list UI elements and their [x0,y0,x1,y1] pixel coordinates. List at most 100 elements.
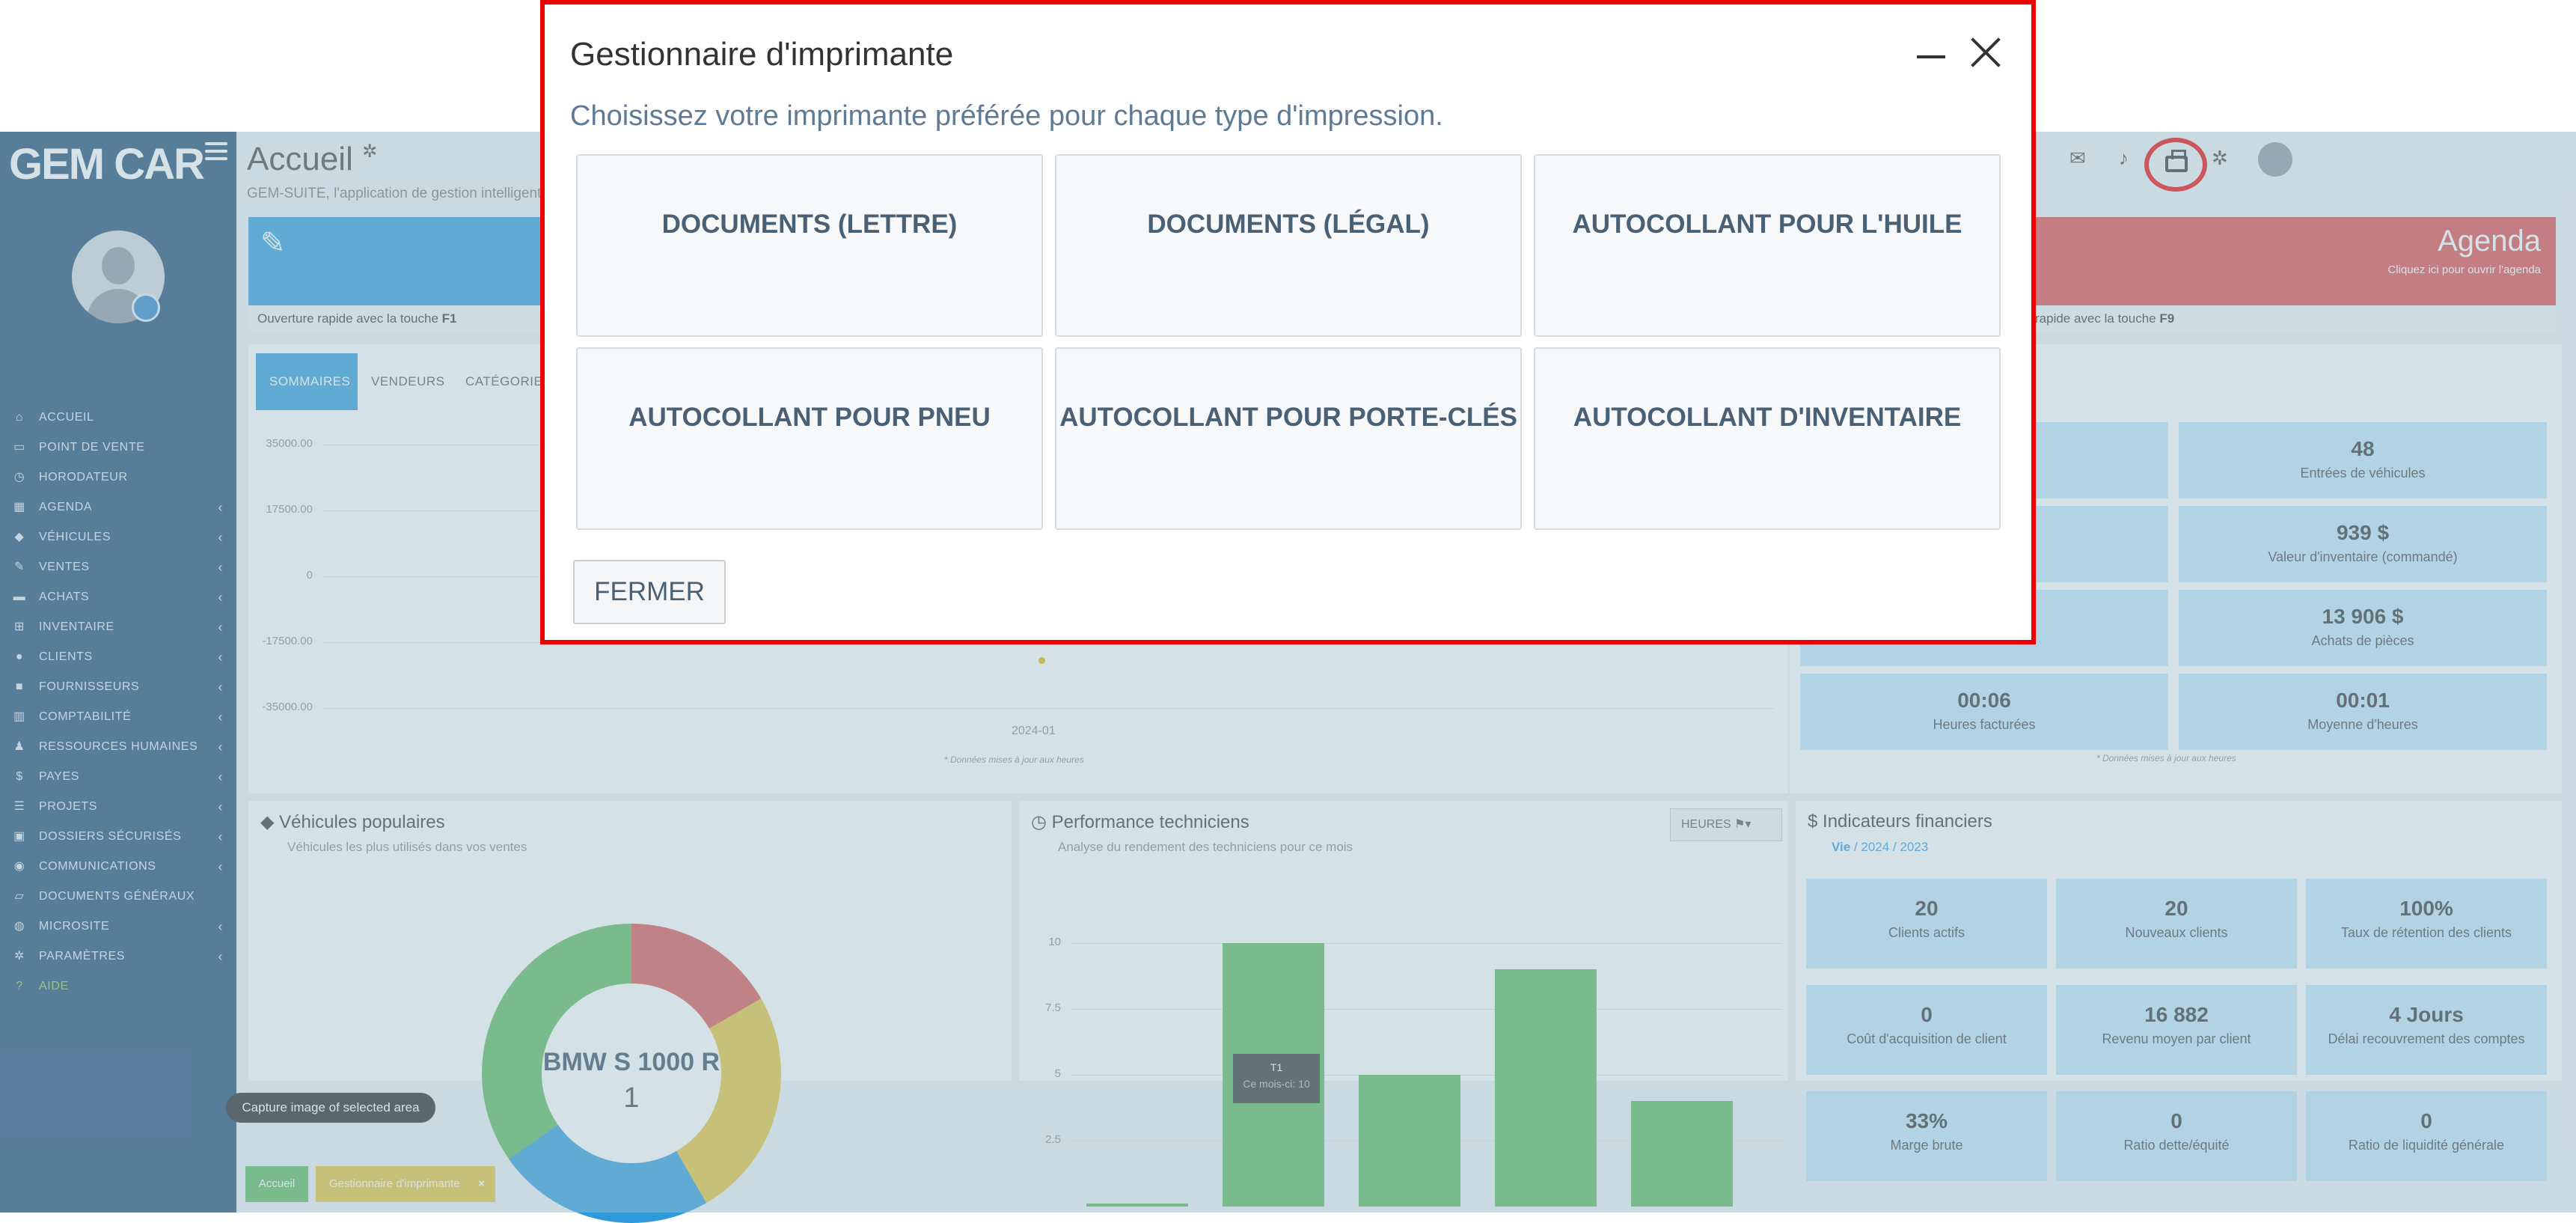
bell-icon[interactable]: ♪ [2119,147,2129,169]
sidebar-item-communications[interactable]: ◉ COMMUNICATIONS ‹ [0,852,236,882]
y-tick-label: 2.5 [1045,1133,1061,1146]
footer-tab-accueil[interactable]: Accueil [245,1166,308,1202]
vehicles-donut-chart[interactable] [482,924,781,1223]
stat-value: 48 [2351,437,2375,460]
sidebar-item-aide[interactable]: ? AIDE [0,972,236,1001]
sidebar-item-label: VENTES [39,561,90,573]
close-icon[interactable] [1971,37,2001,67]
printer-tire-sticker-button[interactable]: AUTOCOLLANT POUR PNEU [576,347,1043,530]
chevron-left-icon: ‹ [218,680,223,695]
sidebar-item-clients[interactable]: ● CLIENTS ‹ [0,642,236,672]
stat-label: Valeur d'inventaire (commandé) [2268,549,2458,564]
kpi-value: 4 Jours [2389,1003,2464,1026]
sidebar-item-label: PARAMÈTRES [39,950,126,963]
kpi-label: Clients actifs [1888,925,1965,940]
printer-keychain-sticker-button[interactable]: AUTOCOLLANT POUR PORTE-CLÉS [1055,347,1522,530]
sidebar-item-label: CLIENTS [39,650,93,663]
sidebar-item-label: HORODATEUR [39,471,128,484]
technician-bar[interactable] [1495,969,1597,1207]
chevron-left-icon: ‹ [218,739,223,754]
comments-icon: ◉ [13,860,25,873]
footer-tab-printer-manager[interactable]: Gestionnaire d'imprimante × [316,1166,495,1202]
sidebar-item-ressources-humaines[interactable]: ♟ RESSOURCES HUMAINES ‹ [0,732,236,762]
kpi-value: 16 882 [2144,1003,2209,1026]
financial-kpi-card: 0 Ratio de liquidité générale [2306,1091,2547,1181]
sidebar-item-label: ACHATS [39,591,90,603]
close-modal-button[interactable]: FERMER [573,560,726,624]
kpi-label: Nouveaux clients [2125,925,2228,940]
sidebar-item-label: COMMUNICATIONS [39,860,156,873]
printer-documents-legal-button[interactable]: DOCUMENTS (LÉGAL) [1055,154,1522,337]
kpi-value: 33% [1905,1109,1948,1132]
period-link-2024[interactable]: 2024 [1861,840,1890,854]
chart-data-point[interactable] [1038,657,1045,664]
sidebar-item-achats[interactable]: ▬ ACHATS ‹ [0,582,236,612]
donut-center-value: 1 [623,1082,640,1114]
chevron-left-icon: ‹ [218,859,223,874]
chevron-left-icon: ‹ [218,650,223,665]
sidebar-item-ventes[interactable]: ✎ VENTES ‹ [0,552,236,582]
sidebar: GEM CAR ⌂ ACCUEIL ▭ POINT DE VENTE ◷ HORODATE… [0,132,236,1213]
close-tab-icon[interactable]: × [478,1177,485,1190]
printer-icon[interactable] [2144,138,2207,192]
app-logo[interactable]: GEM CAR [9,140,205,189]
financial-kpi-card: 0 Ratio dette/équité [2056,1091,2297,1181]
sidebar-item-payes[interactable]: $ PAYES ‹ [0,762,236,792]
financial-kpi-card: 100% Taux de rétention des clients [2306,879,2547,969]
sidebar-item-dossiers-s-curis-s[interactable]: ▣ DOSSIERS SÉCURISÉS ‹ [0,822,236,852]
technician-bar[interactable] [1631,1101,1733,1207]
sidebar-item-fournisseurs[interactable]: ■ FOURNISSEURS ‹ [0,672,236,702]
sidebar-item-comptabilit-[interactable]: ▥ COMPTABILITÉ ‹ [0,702,236,732]
chevron-left-icon: ‹ [218,769,223,784]
sidebar-item-point-de-vente[interactable]: ▭ POINT DE VENTE [0,433,236,463]
sidebar-item-documents-g-n-raux[interactable]: ▱ DOCUMENTS GÉNÉRAUX [0,882,236,912]
chevron-left-icon: ‹ [218,530,223,545]
period-link-2023[interactable]: 2023 [1900,840,1929,854]
tab-categorie[interactable]: CATÉGORIE [465,374,543,388]
financial-indicators-panel: $ Indicateurs financiers Vie / 2024 / 20… [1796,801,2562,1181]
printer-oil-sticker-button[interactable]: AUTOCOLLANT POUR L'HUILE [1534,154,2001,337]
technician-performance-panel: ◷ Performance techniciens Analyse du ren… [1019,801,1788,1207]
sidebar-item-v-hicules[interactable]: ◆ VÉHICULES ‹ [0,522,236,552]
sidebar-nav: ⌂ ACCUEIL ▭ POINT DE VENTE ◷ HORODATEUR ▦ AGEND… [0,403,236,1001]
settings-icon[interactable]: ✲ [2212,147,2228,169]
technician-bar[interactable] [1359,1075,1460,1207]
agenda-tile-title: Agenda [2438,225,2541,257]
comments-icon[interactable]: ✉ [2069,147,2086,169]
sidebar-item-projets[interactable]: ☰ PROJETS ‹ [0,792,236,822]
stats-update-note: * Données mises à jour aux heures [2096,753,2236,763]
sidebar-item-param-tres[interactable]: ✲ PARAMÈTRES ‹ [0,942,236,972]
clock-icon: ◷ [13,471,25,484]
printer-documents-letter-button[interactable]: DOCUMENTS (LETTRE) [576,154,1043,337]
credit-card-icon: ▬ [13,591,26,603]
agenda-tile[interactable]: Agenda Cliquez ici pour ouvrir l'agenda … [2028,217,2556,332]
sidebar-item-accueil[interactable]: ⌂ ACCUEIL [0,403,236,433]
x-tick-label: 2024-01 [1012,725,1056,737]
chevron-left-icon: ‹ [218,799,223,814]
kpi-label: Taux de rétention des clients [2340,925,2512,940]
edit-icon: ✎ [260,227,286,260]
sidebar-item-inventaire[interactable]: ⊞ INVENTAIRE ‹ [0,612,236,642]
sidebar-item-microsite[interactable]: ◍ MICROSITE ‹ [0,912,236,942]
sidebar-item-label: POINT DE VENTE [39,441,145,454]
tab-sommaires[interactable]: SOMMAIRES [256,353,358,410]
sidebar-item-agenda[interactable]: ▦ AGENDA ‹ [0,492,236,522]
kpi-value: 0 [2420,1109,2432,1132]
hamburger-menu-icon[interactable] [205,142,227,160]
globe-icon: ◍ [13,920,25,933]
technician-bar[interactable] [1086,1204,1188,1207]
page-settings-gear-icon[interactable]: ✲ [362,141,378,162]
users-icon: ● [15,650,24,663]
header-user-avatar[interactable] [2258,142,2292,177]
bar-tooltip: T1 Ce mois-ci: 10 [1233,1054,1320,1103]
printer-inventory-sticker-button[interactable]: AUTOCOLLANT D'INVENTAIRE [1534,347,2001,530]
kpi-label: Ratio de liquidité générale [2348,1138,2505,1153]
stat-card: 939 $ Valeur d'inventaire (commandé) [2179,506,2547,582]
minimize-icon[interactable] [1917,40,1945,70]
stat-card: 00:01 Moyenne d'heures [2179,674,2547,750]
period-link-vie[interactable]: Vie [1832,840,1851,854]
hours-dropdown-button[interactable]: HEURES ⚑▾ [1670,808,1782,841]
sidebar-item-horodateur[interactable]: ◷ HORODATEUR [0,463,236,492]
chevron-left-icon: ‹ [218,590,223,605]
tab-vendeurs[interactable]: VENDEURS [371,374,445,388]
